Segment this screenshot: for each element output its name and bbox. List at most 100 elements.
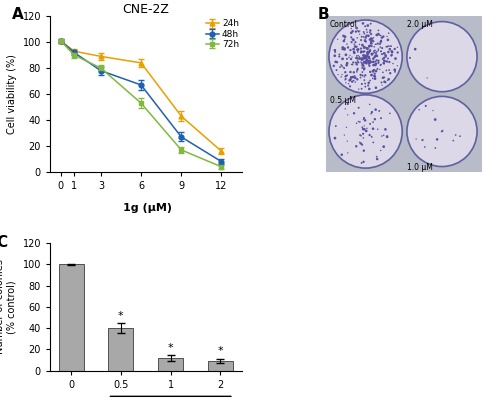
Circle shape [374, 46, 375, 48]
Circle shape [369, 31, 371, 33]
Circle shape [364, 56, 366, 58]
Circle shape [361, 143, 363, 145]
Circle shape [426, 77, 428, 79]
Circle shape [380, 42, 382, 44]
Circle shape [350, 58, 352, 60]
Circle shape [359, 121, 360, 123]
Circle shape [359, 30, 360, 32]
Circle shape [362, 51, 364, 53]
Circle shape [394, 48, 396, 50]
Circle shape [341, 58, 344, 60]
Circle shape [357, 52, 358, 53]
Circle shape [354, 45, 356, 48]
Circle shape [364, 79, 366, 81]
Circle shape [362, 54, 364, 57]
Circle shape [350, 71, 351, 73]
Circle shape [338, 54, 340, 55]
Circle shape [370, 113, 372, 114]
Circle shape [364, 36, 367, 39]
Circle shape [373, 37, 374, 38]
Circle shape [367, 85, 369, 87]
Circle shape [342, 67, 344, 68]
Circle shape [442, 130, 444, 132]
Circle shape [344, 71, 346, 73]
Circle shape [418, 109, 420, 110]
Circle shape [390, 50, 393, 52]
Circle shape [362, 64, 364, 66]
Circle shape [372, 62, 374, 63]
Circle shape [334, 54, 336, 57]
Circle shape [344, 108, 346, 110]
Circle shape [364, 125, 365, 127]
Circle shape [386, 70, 387, 71]
Circle shape [389, 112, 390, 114]
Circle shape [367, 35, 370, 37]
Circle shape [390, 55, 392, 57]
Circle shape [383, 81, 386, 83]
Circle shape [359, 33, 360, 35]
Circle shape [359, 56, 360, 57]
Circle shape [383, 52, 386, 55]
Circle shape [374, 60, 376, 62]
Circle shape [350, 28, 352, 29]
Circle shape [362, 137, 364, 139]
Circle shape [362, 67, 363, 69]
Text: 0.5 μM: 0.5 μM [330, 96, 355, 105]
Circle shape [364, 54, 366, 57]
Circle shape [346, 44, 348, 45]
Circle shape [384, 54, 387, 57]
Circle shape [344, 38, 345, 40]
Circle shape [366, 31, 368, 33]
Circle shape [436, 138, 438, 141]
Circle shape [364, 33, 365, 35]
Circle shape [358, 107, 360, 109]
Circle shape [363, 36, 364, 37]
Circle shape [357, 50, 358, 52]
Circle shape [366, 48, 368, 50]
Circle shape [364, 46, 366, 49]
Circle shape [350, 64, 352, 65]
Circle shape [360, 162, 362, 164]
Circle shape [334, 60, 337, 63]
Circle shape [369, 29, 372, 32]
Circle shape [382, 36, 384, 37]
Circle shape [394, 71, 396, 73]
Circle shape [378, 110, 380, 112]
Circle shape [366, 34, 368, 37]
Circle shape [372, 141, 374, 143]
Circle shape [363, 56, 366, 59]
Circle shape [397, 47, 398, 48]
Circle shape [364, 74, 366, 76]
Circle shape [356, 71, 358, 73]
Circle shape [373, 50, 374, 52]
Circle shape [363, 117, 365, 119]
Circle shape [352, 38, 355, 41]
Text: *: * [118, 311, 124, 321]
Circle shape [334, 51, 336, 53]
Circle shape [362, 128, 364, 131]
Circle shape [358, 55, 359, 56]
Circle shape [360, 36, 362, 38]
Circle shape [367, 60, 368, 61]
Bar [58, 264, 84, 371]
Circle shape [366, 53, 369, 56]
Circle shape [440, 131, 442, 132]
Circle shape [389, 48, 390, 50]
Circle shape [372, 78, 374, 79]
Circle shape [365, 56, 367, 59]
Circle shape [364, 57, 366, 60]
Circle shape [374, 44, 376, 45]
Circle shape [363, 128, 366, 131]
Circle shape [365, 55, 368, 57]
Circle shape [368, 134, 370, 136]
Circle shape [361, 44, 364, 46]
Circle shape [380, 46, 381, 48]
Circle shape [394, 69, 396, 71]
Circle shape [382, 58, 384, 60]
Circle shape [380, 50, 382, 52]
Circle shape [356, 69, 358, 71]
Circle shape [368, 60, 370, 62]
Circle shape [366, 52, 368, 54]
Circle shape [340, 76, 342, 78]
Circle shape [374, 54, 378, 57]
